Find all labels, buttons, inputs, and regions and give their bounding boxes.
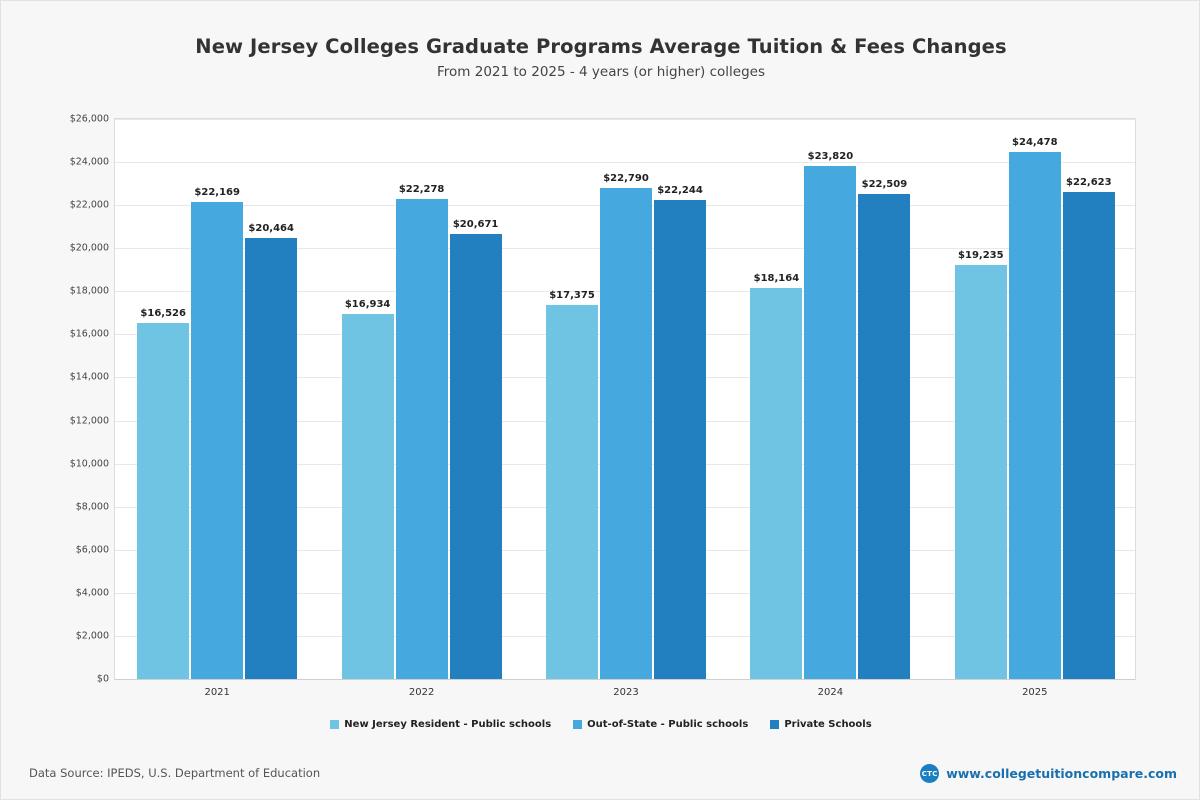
x-axis-tick-label: 2025 [1022, 687, 1048, 698]
x-axis-tick-label: 2023 [613, 687, 639, 698]
gridline [115, 162, 1135, 164]
y-axis-tick-label: $26,000 [69, 113, 109, 125]
bar[interactable] [395, 199, 448, 679]
bar-value-label: $20,671 [452, 218, 499, 230]
gridline [115, 119, 1135, 120]
page-subtitle: From 2021 to 2025 - 4 years (or higher) … [437, 64, 765, 80]
bar-value-label: $22,790 [603, 173, 649, 185]
legend-swatch-icon [330, 720, 340, 729]
bar[interactable] [546, 304, 598, 679]
y-axis-tick-label: $12,000 [69, 415, 109, 427]
bar-value-label: $19,235 [958, 249, 1004, 261]
bar-value-label: $24,478 [1012, 136, 1058, 148]
x-axis-tick-label: 2022 [408, 687, 435, 698]
legend-label: Out-of-State - Public schools [587, 719, 749, 730]
bar[interactable] [750, 287, 803, 679]
bar-value-label: $22,278 [398, 184, 445, 196]
legend-item[interactable]: New Jersey Resident - Public schools [330, 719, 551, 730]
bar[interactable] [191, 201, 244, 679]
bar[interactable] [858, 194, 911, 679]
y-axis-tick-label: $20,000 [69, 242, 109, 254]
legend-item[interactable]: Out-of-State - Public schools [573, 719, 748, 730]
y-axis-tick-label: $16,000 [69, 328, 109, 340]
bar[interactable] [449, 233, 502, 679]
bar[interactable] [1062, 191, 1115, 679]
bar-value-label: $18,164 [753, 272, 800, 284]
brand-logo-icon: CTC [920, 764, 940, 783]
y-axis-tick-label: $14,000 [69, 371, 109, 383]
bar[interactable] [654, 199, 706, 679]
bar[interactable] [245, 238, 298, 679]
bar-value-label: $16,526 [140, 308, 186, 320]
legend-item[interactable]: Private Schools [770, 719, 872, 730]
bar[interactable] [954, 264, 1007, 679]
gridline [115, 679, 1135, 680]
y-axis-tick-label: $18,000 [69, 285, 109, 297]
bar-value-label: $22,509 [861, 179, 908, 191]
y-axis-tick-label: $22,000 [69, 199, 109, 211]
y-axis-tick-label: $6,000 [75, 544, 109, 556]
bar[interactable] [804, 165, 857, 679]
bar-value-label: $22,169 [194, 186, 240, 198]
y-axis-tick-label: $0 [96, 673, 109, 685]
y-axis-tick-label: $2,000 [75, 630, 109, 642]
plot-area [114, 118, 1136, 680]
chart-legend: New Jersey Resident - Public schools Out-… [1, 719, 1200, 730]
bar-value-label: $22,244 [657, 184, 703, 196]
bar-value-label: $23,820 [807, 150, 854, 162]
page-title: New Jersey Colleges Graduate Programs Av… [195, 35, 1007, 58]
bar[interactable] [137, 323, 190, 679]
data-source-note: Data Source: IPEDS, U.S. Department of E… [29, 766, 321, 780]
y-axis-tick-label: $8,000 [75, 501, 109, 513]
legend-label: New Jersey Resident - Public schools [344, 719, 552, 730]
bar-value-label: $20,464 [248, 223, 294, 235]
bar[interactable] [1008, 151, 1061, 679]
bar-value-label: $22,623 [1066, 176, 1112, 188]
x-axis-tick-label: 2024 [817, 687, 844, 698]
y-axis-tick-label: $24,000 [69, 156, 109, 168]
brand-url: www.collegetuitioncompare.com [946, 766, 1177, 781]
legend-swatch-icon [573, 720, 583, 729]
y-axis-tick-label: $10,000 [69, 458, 109, 470]
bar-value-label: $16,934 [344, 299, 391, 311]
legend-swatch-icon [770, 720, 780, 729]
x-axis-tick-label: 2021 [204, 687, 230, 698]
y-axis-tick-label: $4,000 [75, 587, 109, 599]
bar[interactable] [600, 188, 652, 679]
legend-label: Private Schools [784, 719, 872, 730]
brand[interactable]: CTC www.collegetuitioncompare.com [920, 764, 1177, 783]
bar[interactable] [341, 314, 394, 679]
bar-value-label: $17,375 [549, 289, 595, 301]
